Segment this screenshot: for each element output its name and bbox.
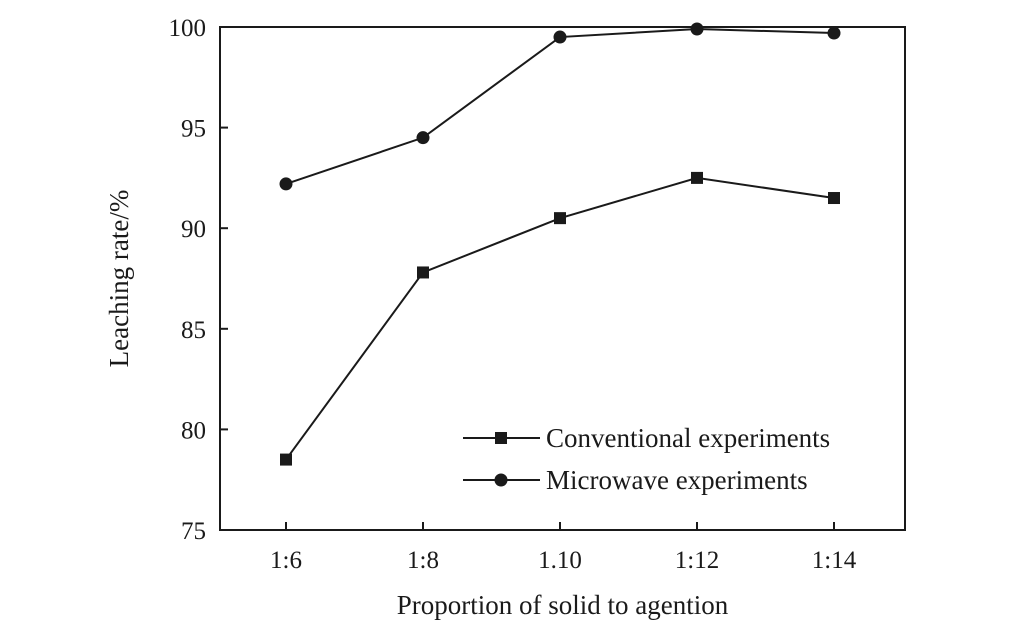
y-tick-label: 95 [181, 116, 206, 143]
x-tick-label: 1:6 [270, 547, 302, 574]
y-tick-label: 100 [169, 15, 207, 42]
x-tick-label: 1.10 [538, 547, 582, 574]
data-point-circle [279, 177, 293, 191]
x-tick-label: 1:12 [675, 547, 719, 574]
x-tick-label: 1:14 [812, 547, 857, 574]
x-axis-label: Proportion of solid to agention [397, 590, 729, 620]
legend-marker-square [495, 432, 507, 444]
data-point-circle [690, 22, 704, 36]
data-point-square [554, 212, 566, 225]
data-point-square [280, 453, 292, 466]
y-tick-label: 85 [181, 317, 206, 344]
y-axis-ticks: 75 80 85 90 95 100 [169, 15, 228, 545]
series-line [285, 28, 835, 185]
x-tick-label: 1:8 [407, 547, 439, 574]
data-point-square [828, 192, 840, 205]
y-tick-label: 90 [181, 216, 206, 243]
legend-marker-circle [494, 473, 508, 487]
series-conventional [280, 171, 840, 466]
legend-item: Conventional experiments [463, 423, 830, 453]
legend-label: Conventional experiments [546, 423, 830, 453]
y-tick-label: 80 [181, 417, 206, 444]
data-point-square [691, 171, 703, 184]
legend-item: Microwave experiments [463, 465, 808, 495]
legend: Conventional experiments Microwave experi… [463, 423, 830, 495]
data-point-square [417, 266, 429, 279]
legend-label: Microwave experiments [546, 465, 808, 495]
series-microwave [279, 22, 841, 191]
plot-frame [219, 26, 906, 531]
data-point-circle [553, 30, 567, 44]
x-axis-ticks: 1:6 1:8 1.10 1:12 1:14 [270, 522, 857, 574]
y-tick-label: 75 [181, 518, 206, 545]
y-axis-label: Leaching rate/% [104, 190, 134, 368]
data-point-circle [827, 26, 841, 40]
data-point-circle [416, 131, 430, 145]
chart-axes [219, 26, 906, 531]
series-layer [279, 22, 841, 466]
